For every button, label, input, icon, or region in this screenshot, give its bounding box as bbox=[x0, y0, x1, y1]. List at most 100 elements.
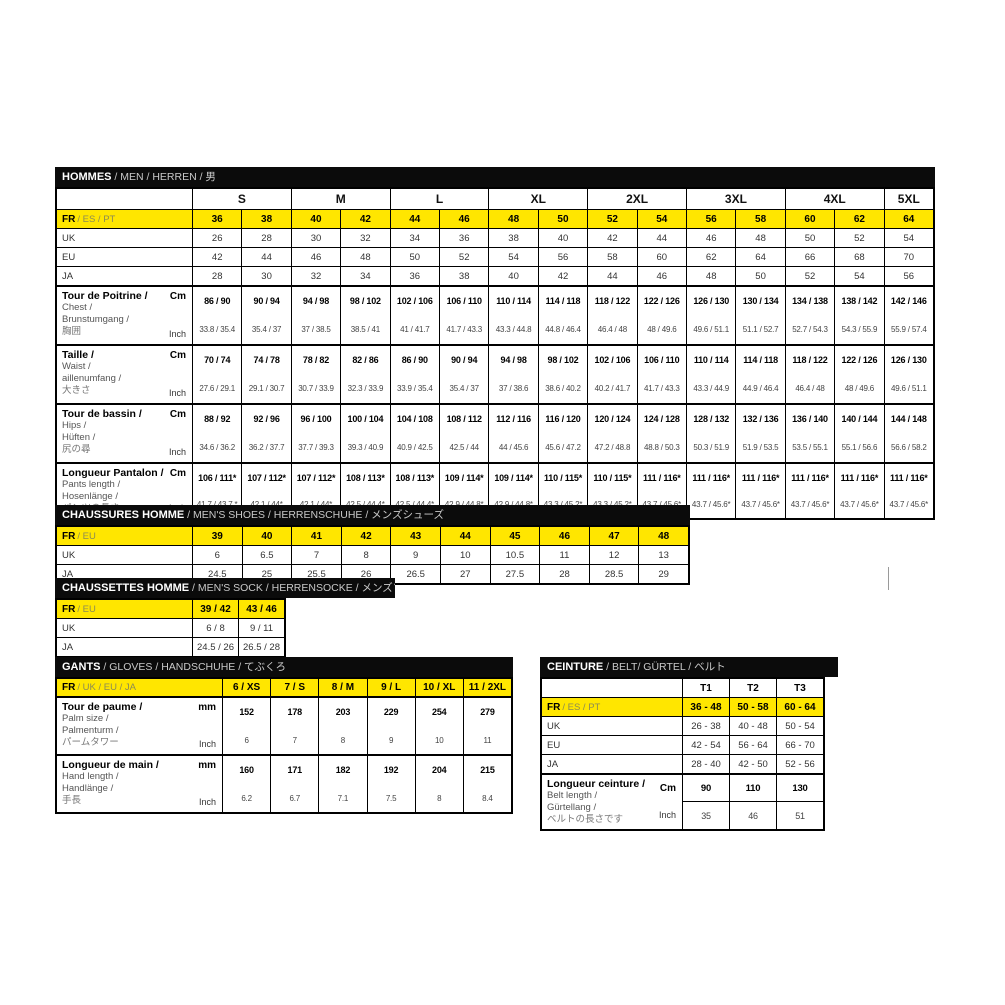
unit-mm-label: mm bbox=[198, 702, 216, 713]
table-cell: 58 bbox=[587, 248, 636, 266]
table-cell: 106 / 111* bbox=[192, 464, 241, 491]
table-cell: 120 / 124 bbox=[587, 405, 636, 434]
table-cell: 7.1 bbox=[318, 784, 366, 812]
belt-length-block: Longueur ceinture / Belt length / Gürtel… bbox=[542, 773, 823, 829]
table-cell: 29 bbox=[638, 565, 688, 583]
table-cell: 48 / 49.6 bbox=[834, 374, 883, 403]
table-cell: 44.9 / 46.4 bbox=[735, 374, 784, 403]
table-cell: 92 / 96 bbox=[241, 405, 290, 434]
table-cell: 126 / 130 bbox=[686, 287, 735, 316]
table-cell: 42.1 / 44* bbox=[241, 491, 290, 518]
fr-size-row: FR / ES / PT 36 38 40 42 44 46 48 50 52 54 56 58 60 6… bbox=[57, 209, 933, 228]
table-cell: 28 bbox=[192, 267, 241, 285]
table-cell: 39 bbox=[192, 527, 242, 545]
table-cell: 102 / 106 bbox=[587, 346, 636, 375]
table-cell: 48 / 49.6 bbox=[636, 315, 686, 344]
table-cell: 38.5 / 41 bbox=[340, 315, 389, 344]
table-cell: 26 bbox=[340, 565, 391, 583]
table-cell: 6 bbox=[222, 726, 270, 754]
table-cell: 36 - 48 bbox=[682, 698, 729, 716]
measure-label-fr: Tour de paume / bbox=[62, 701, 143, 713]
table-cell: 34.6 / 36.2 bbox=[192, 433, 241, 462]
table-cell: 106 / 110 bbox=[636, 346, 686, 375]
table-cell: 7 bbox=[270, 726, 318, 754]
table-cell: 50 bbox=[389, 248, 439, 266]
table-cell: 35 bbox=[682, 801, 729, 829]
measure-label-en: Palm size / bbox=[62, 713, 109, 724]
measure-label-en: Pants length / bbox=[62, 479, 121, 490]
belt-length-label-cell: Longueur ceinture / Belt length / Gürtel… bbox=[542, 775, 682, 829]
table-cell: 68 bbox=[834, 248, 883, 266]
ja-size-row: JA 24.5 / 26 26.5 / 28 bbox=[57, 637, 284, 656]
measure-label-fr: Longueur Pantalon / bbox=[62, 467, 164, 479]
empty-corner-cell bbox=[57, 189, 192, 209]
table-cell: 28 - 40 bbox=[682, 755, 729, 773]
table-cell: 8 bbox=[340, 546, 391, 564]
table-cell: 126 / 130 bbox=[883, 346, 933, 375]
table-cell: 118 / 122 bbox=[784, 346, 834, 375]
table-cell: 50 bbox=[784, 229, 834, 247]
table-subtitle: / GLOVES / HANDSCHUHE / てぶくろ bbox=[100, 661, 287, 673]
table-cell: 35.4 / 37 bbox=[241, 315, 290, 344]
table-cell: 37.7 / 39.3 bbox=[290, 433, 340, 462]
table-cell: 62 bbox=[834, 210, 883, 228]
table-cell: 98 / 102 bbox=[340, 287, 389, 316]
table-cell: 62 bbox=[686, 248, 735, 266]
table-cell: 48 bbox=[340, 248, 389, 266]
table-cell: 46 bbox=[539, 527, 589, 545]
shoes-table: CHAUSSURES HOMME / MEN'S SHOES / HERRENS… bbox=[55, 505, 690, 585]
table-cell: 38 bbox=[439, 267, 488, 285]
label-strong: FR bbox=[547, 701, 561, 713]
label-strong: FR bbox=[62, 682, 76, 693]
table-cell: 30 bbox=[290, 229, 340, 247]
table-cell: 10.5 bbox=[489, 546, 540, 564]
table-cell: 144 / 148 bbox=[883, 405, 933, 434]
table-cell: 52 bbox=[834, 229, 883, 247]
table-cell: 12 bbox=[588, 546, 639, 564]
table-cell: 110 / 115* bbox=[587, 464, 636, 491]
uk-row-label: UK bbox=[62, 549, 76, 561]
table-cell: 66 bbox=[784, 248, 834, 266]
table-cell: 24.5 / 26 bbox=[192, 638, 238, 656]
table-cell: 42 bbox=[192, 248, 241, 266]
table-cell: 52 bbox=[587, 210, 636, 228]
measure-label-fr: Tour de bassin / bbox=[62, 408, 142, 420]
hommes-table: HOMMES / MEN / HERREN / 男 S M L XL 2XL 3… bbox=[55, 167, 935, 520]
table-cell: 28 bbox=[539, 565, 589, 583]
table-cell: 142 / 146 bbox=[883, 287, 933, 316]
palm-measure-block: Tour de paume / Palm size / Palmenturm /… bbox=[57, 696, 511, 754]
table-cell: 60 - 64 bbox=[776, 698, 823, 716]
chest-label-cell: Tour de Poitrine / Chest / Brunstumgang … bbox=[57, 287, 192, 344]
unit-inch-label: Inch bbox=[198, 797, 216, 807]
unit-mm-label: mm bbox=[198, 760, 216, 771]
table-cell: 40 bbox=[290, 210, 340, 228]
table-cell: 171 bbox=[270, 756, 318, 784]
measure-label-de: Handlänge / bbox=[62, 783, 114, 794]
socks-table: CHAUSSETTES HOMME / MEN'S SOCK / HERRENS… bbox=[55, 578, 395, 658]
table-cell: 109 / 114* bbox=[488, 464, 537, 491]
table-cell: 43.7 / 45.6* bbox=[735, 491, 784, 518]
table-cell: 44 / 45.6 bbox=[488, 433, 537, 462]
table-cell: 56 bbox=[883, 267, 933, 285]
table-cell: 111 / 116* bbox=[735, 464, 784, 491]
table-cell: 215 bbox=[462, 756, 511, 784]
table-cell: 26.5 / 28 bbox=[238, 638, 284, 656]
table-cell: 34 bbox=[389, 229, 439, 247]
table-cell: 94 / 98 bbox=[290, 287, 340, 316]
unit-inch-label: Inch bbox=[168, 388, 186, 398]
table-cell: 130 / 134 bbox=[735, 287, 784, 316]
waist-measure-block: Taille / Waist / aillenumfang / 大きさ Cm I… bbox=[57, 344, 933, 403]
table-cell: 46.4 / 48 bbox=[587, 315, 636, 344]
table-cell: 46.4 / 48 bbox=[784, 374, 834, 403]
fr-row-label: FR / ES / PT bbox=[57, 210, 192, 228]
table-cell: 254 bbox=[414, 698, 463, 726]
table-cell: 128 / 132 bbox=[686, 405, 735, 434]
table-cell: 96 / 100 bbox=[290, 405, 340, 434]
table-cell: 192 bbox=[366, 756, 415, 784]
table-cell: 9 bbox=[390, 546, 440, 564]
table-cell: 41.7 / 43.7 * bbox=[192, 491, 241, 518]
table-cell: 29.1 / 30.7 bbox=[241, 374, 290, 403]
ja-size-row: JA 28 30 32 34 36 38 40 42 44 46 48 50 52 54 56 bbox=[57, 266, 933, 285]
